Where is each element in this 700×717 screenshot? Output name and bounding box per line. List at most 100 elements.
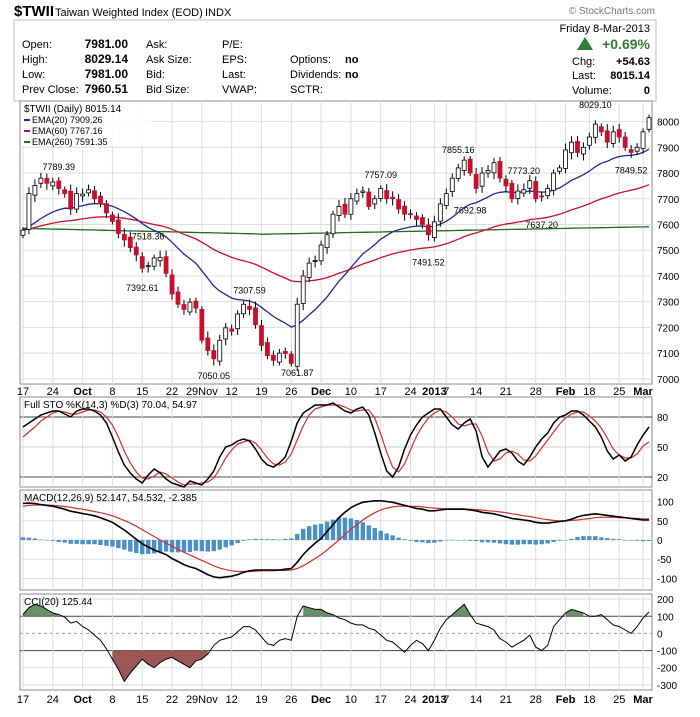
macd-histogram-bar xyxy=(545,540,550,544)
macd-histogram-bar xyxy=(438,540,443,542)
y-tick-label: -100 xyxy=(657,647,677,658)
candle-up xyxy=(223,327,229,340)
price-annotation: 7307.59 xyxy=(233,286,266,296)
candle-down xyxy=(205,337,211,351)
macd-histogram-bar xyxy=(193,540,199,551)
candle-down xyxy=(390,196,396,200)
candle-up xyxy=(485,170,491,174)
candle-down xyxy=(533,181,539,200)
x-tick-label: 8 xyxy=(109,694,115,706)
macd-histogram-bar xyxy=(122,540,127,550)
candle-down xyxy=(622,136,628,148)
x-tick-label: Feb xyxy=(556,386,576,398)
macd-histogram-bar xyxy=(318,523,324,540)
candle-down xyxy=(229,328,235,332)
macd-histogram-bar xyxy=(485,540,491,543)
y-tick-label: 200 xyxy=(657,595,674,606)
candle-down xyxy=(628,149,634,153)
candle-down xyxy=(104,203,109,214)
x-tick-label: 26 xyxy=(285,694,297,706)
candle-up xyxy=(20,229,26,236)
macd-histogram-bar xyxy=(68,540,73,544)
macd-histogram-bar xyxy=(86,540,91,545)
candle-down xyxy=(44,178,50,184)
candle-up xyxy=(151,257,157,267)
candle-up xyxy=(348,198,354,215)
price-annotation: 7773.20 xyxy=(508,166,541,176)
panel-frame xyxy=(19,593,653,691)
candle-up xyxy=(443,193,449,206)
x-tick-label: 2013 xyxy=(422,386,446,398)
legend-entry: EMA(20) 7909.26 xyxy=(32,115,103,125)
x-tick-label: 7 xyxy=(443,694,449,706)
candle-up xyxy=(294,303,300,367)
x-tick-label: 2013 xyxy=(422,694,446,706)
macd-histogram-bar xyxy=(384,533,389,540)
macd-histogram-bar xyxy=(289,538,294,540)
x-tick-label: 19 xyxy=(255,386,267,398)
candle-up xyxy=(569,141,574,154)
candle-down xyxy=(127,236,133,249)
candle-down xyxy=(247,305,252,310)
macd-histogram-bar xyxy=(241,540,246,541)
ema60-line xyxy=(22,184,650,283)
candle-down xyxy=(211,350,217,360)
candle-down xyxy=(163,256,169,274)
quote-label: SCTR: xyxy=(290,84,323,96)
quote-label: Ask Size: xyxy=(146,54,192,66)
price-annotation: 7491.52 xyxy=(412,257,445,267)
macd-histogram-bar xyxy=(253,538,258,540)
macd-histogram-bar xyxy=(539,540,544,545)
quote-label: EPS: xyxy=(222,54,247,66)
macd-histogram-bar xyxy=(116,540,121,549)
quote-value: 7981.00 xyxy=(85,37,129,51)
macd-histogram-bar xyxy=(420,540,425,543)
price-annotation: 7518.36 xyxy=(132,231,165,241)
candle-up xyxy=(86,189,91,194)
candle-up xyxy=(581,146,586,155)
candle-up xyxy=(157,257,163,262)
quote-table: Open: 7981.00 Ask: P/E: High: 8029.14 Ask Size… xyxy=(22,37,359,96)
quote-label: Last: xyxy=(222,69,246,81)
cci-overbought-area xyxy=(565,609,584,617)
candle-up xyxy=(217,339,223,362)
up-arrow-icon xyxy=(577,37,593,50)
candle-up xyxy=(521,189,527,194)
candle-down xyxy=(604,130,610,143)
volume-value: 0 xyxy=(644,85,650,97)
legend-entry: EMA(260) 7591.35 xyxy=(32,137,108,147)
candle-down xyxy=(288,353,294,364)
y-tick-label: 7000 xyxy=(657,375,680,386)
macd-histogram-bar xyxy=(277,539,282,541)
x-tick-label: 18 xyxy=(583,694,595,706)
price-annotation: 7855.16 xyxy=(442,145,475,155)
x-tick-label: 17 xyxy=(17,694,29,706)
candle-up xyxy=(235,313,241,330)
macd-histogram-bar xyxy=(247,539,252,540)
x-tick-label: 7 xyxy=(443,386,449,398)
sto-k-line xyxy=(22,402,650,488)
candle-down xyxy=(133,246,139,256)
macd-histogram-bar xyxy=(479,540,485,543)
candle-up xyxy=(545,188,551,197)
index-name: Taiwan Weighted Index (EOD) xyxy=(55,7,203,19)
macd-histogram-bar xyxy=(56,540,61,542)
candle-down xyxy=(253,307,258,326)
candle-up xyxy=(563,149,568,169)
quote-label: Dividends: xyxy=(290,69,341,81)
candle-down xyxy=(384,190,390,200)
price-annotation: 7692.98 xyxy=(454,206,487,216)
macd-histogram-bar xyxy=(265,539,270,540)
candle-down xyxy=(396,199,402,210)
quote-label: VWAP: xyxy=(222,84,257,96)
macd-histogram-bar xyxy=(181,540,187,553)
y-tick-label: 7800 xyxy=(657,169,680,180)
chg-label: Chg: xyxy=(572,56,595,68)
macd-histogram-bar xyxy=(444,540,449,541)
y-tick-label: 50 xyxy=(657,517,669,528)
macd-histogram-bar xyxy=(62,540,67,543)
macd-histogram-bar xyxy=(569,538,574,540)
macd-histogram-bar xyxy=(587,536,592,540)
last-label: Last: xyxy=(572,70,596,82)
candle-up xyxy=(461,159,467,171)
